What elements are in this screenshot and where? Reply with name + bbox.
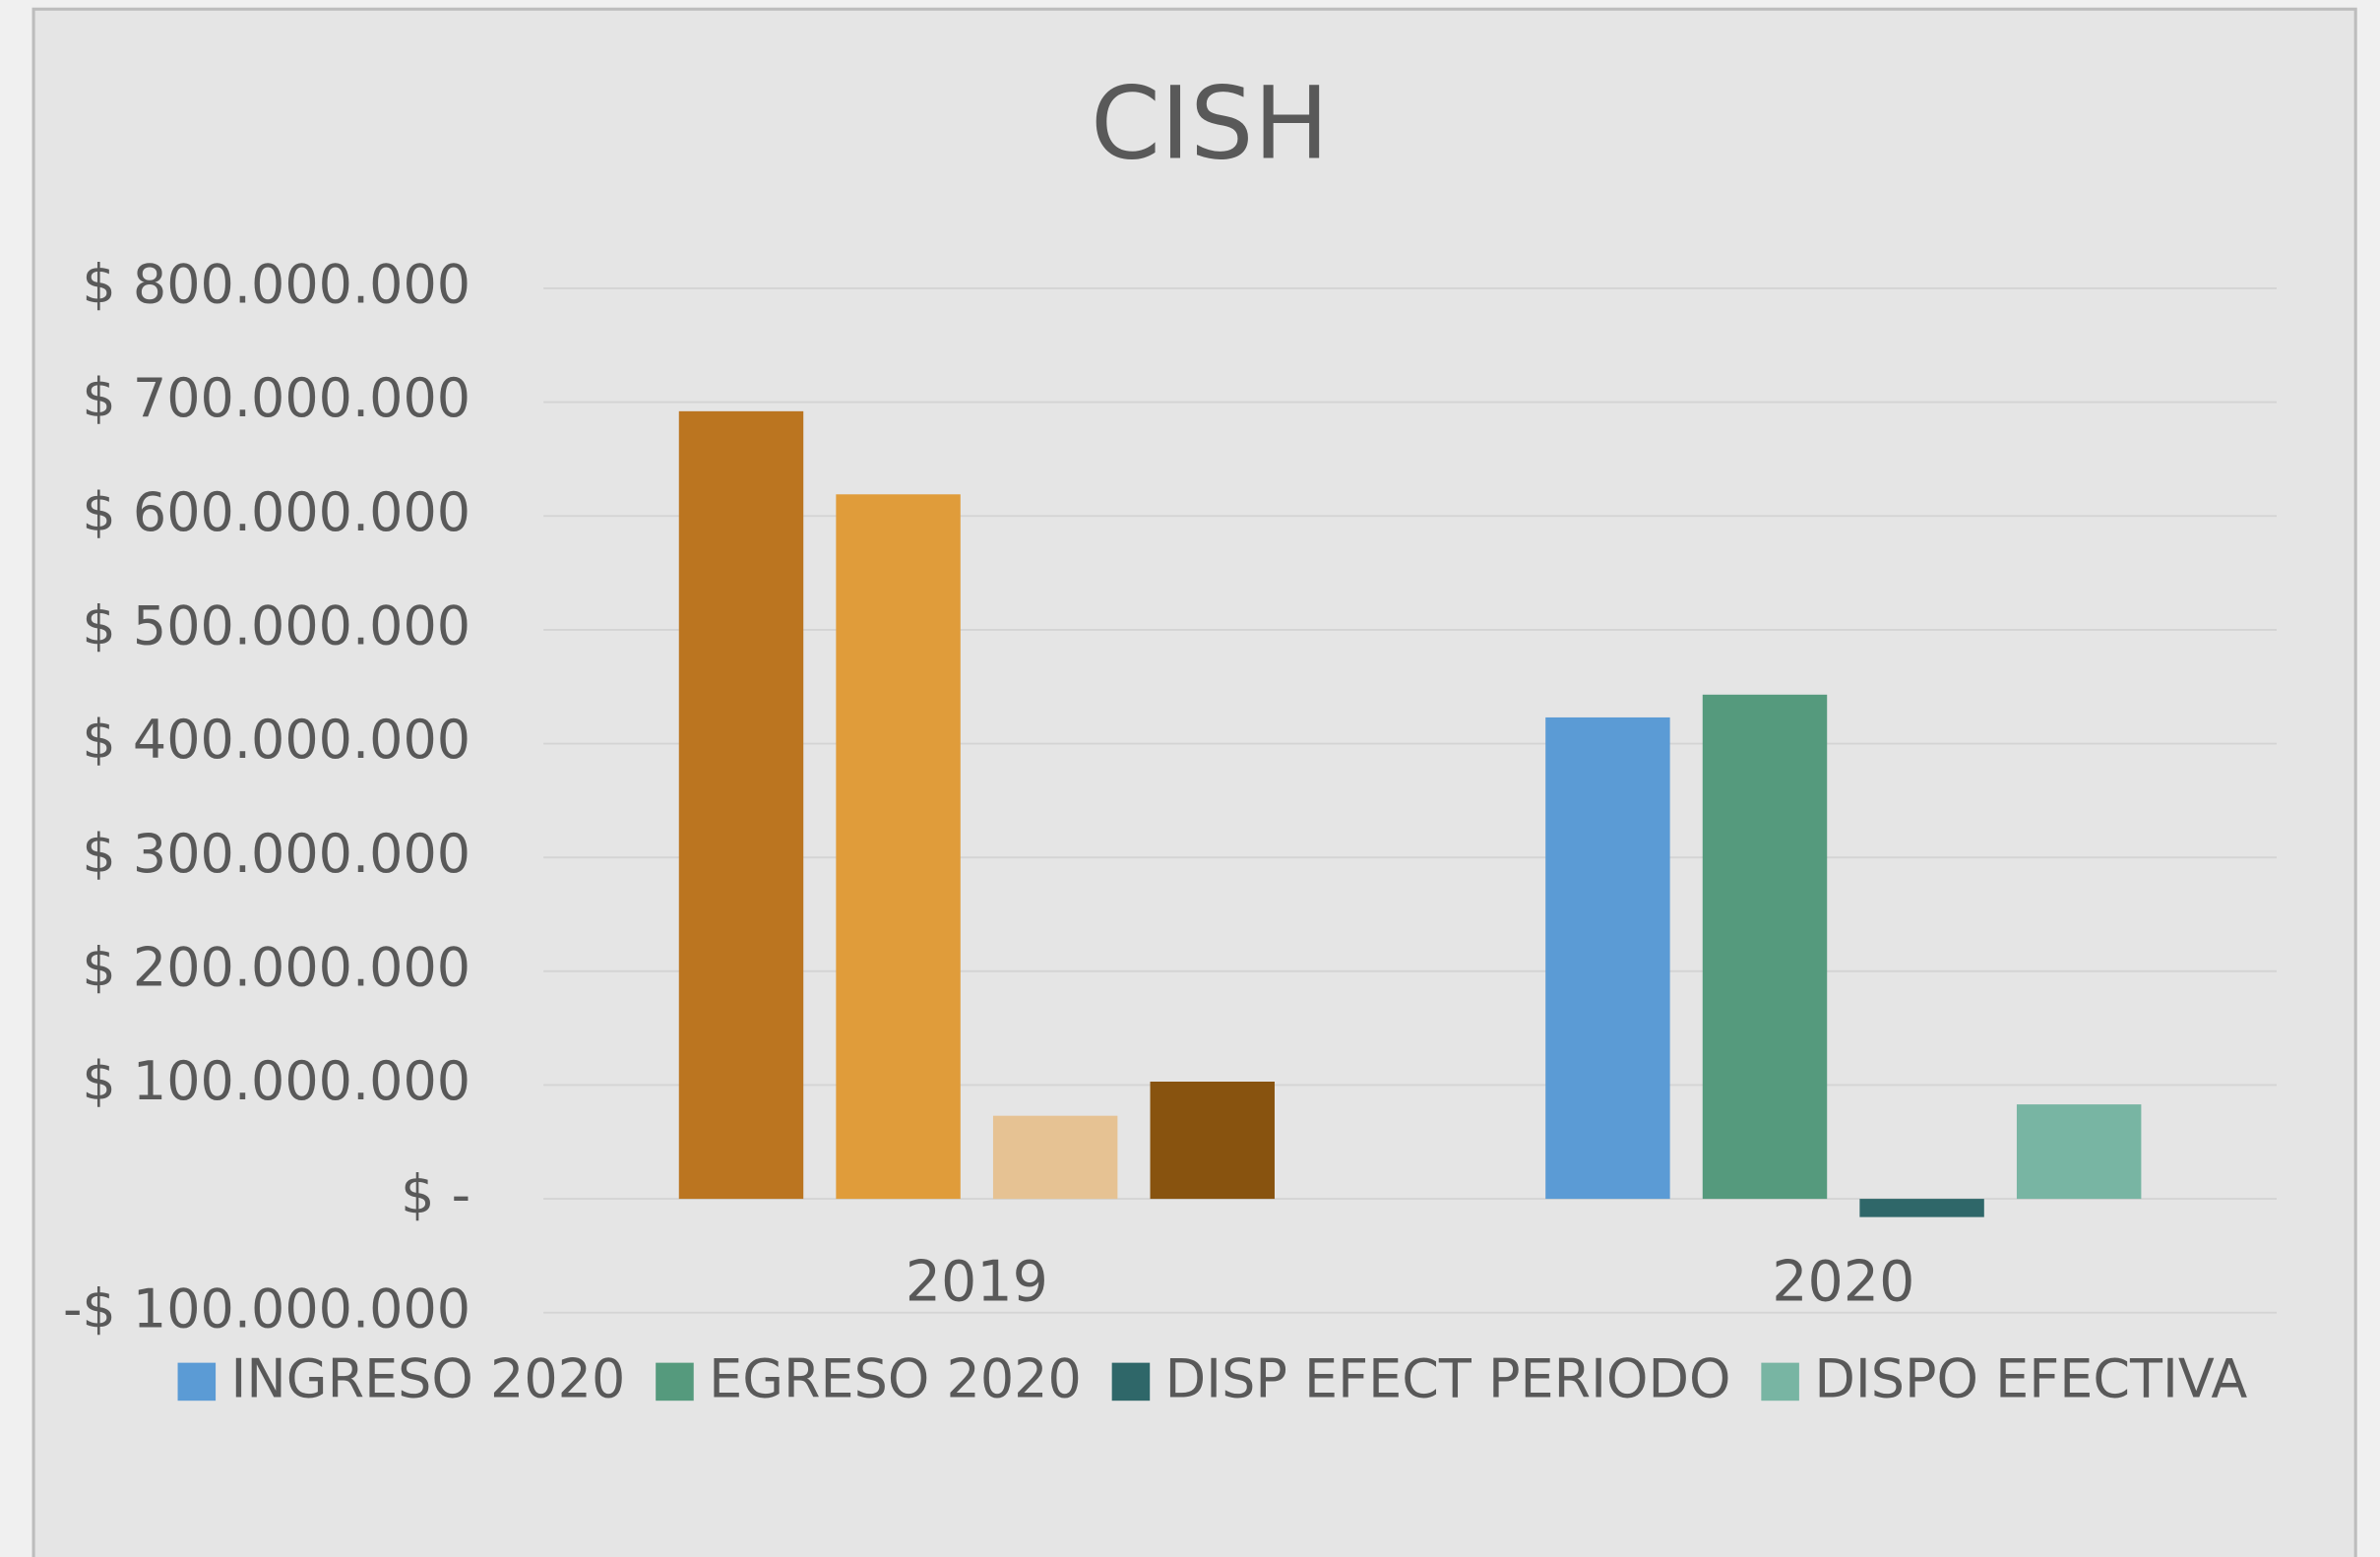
bar [1702, 694, 1828, 1200]
legend-label: DISP EFECT PERIODO [1165, 1347, 1731, 1409]
x-tick-label: 2019 [906, 1250, 1048, 1315]
legend-swatch [1111, 1362, 1151, 1401]
bar [1859, 1199, 1984, 1217]
legend-label: DISPO EFECTIVA [1814, 1347, 2247, 1409]
y-tick-label: -$ 100.000.000 [63, 1277, 470, 1339]
legend-swatch [1761, 1362, 1799, 1401]
y-tick-label: $ 100.000.000 [82, 1050, 470, 1112]
chart-area [31, 7, 2357, 1557]
legend-label: EGRESO 2020 [709, 1347, 1082, 1409]
y-tick-label: $ 800.000.000 [82, 254, 470, 316]
legend-swatch [177, 1362, 217, 1401]
legend-label: INGRESO 2020 [231, 1347, 626, 1409]
bar [2016, 1104, 2142, 1200]
y-tick-label: $ - [401, 1164, 470, 1226]
bar [1150, 1081, 1275, 1200]
y-tick-label: $ 700.000.000 [82, 367, 470, 429]
y-tick-label: $ 400.000.000 [82, 709, 470, 771]
bar [678, 410, 804, 1200]
bar [836, 494, 961, 1200]
x-tick-label: 2020 [1772, 1250, 1914, 1315]
bar [1545, 716, 1670, 1200]
y-tick-label: $ 300.000.000 [82, 823, 470, 885]
y-tick-label: $ 500.000.000 [82, 595, 470, 657]
y-tick-label: $ 200.000.000 [82, 936, 470, 998]
chart-title: CISH [1091, 65, 1329, 181]
y-tick-label: $ 600.000.000 [82, 481, 470, 543]
legend-swatch [656, 1362, 694, 1401]
bar [992, 1115, 1118, 1200]
